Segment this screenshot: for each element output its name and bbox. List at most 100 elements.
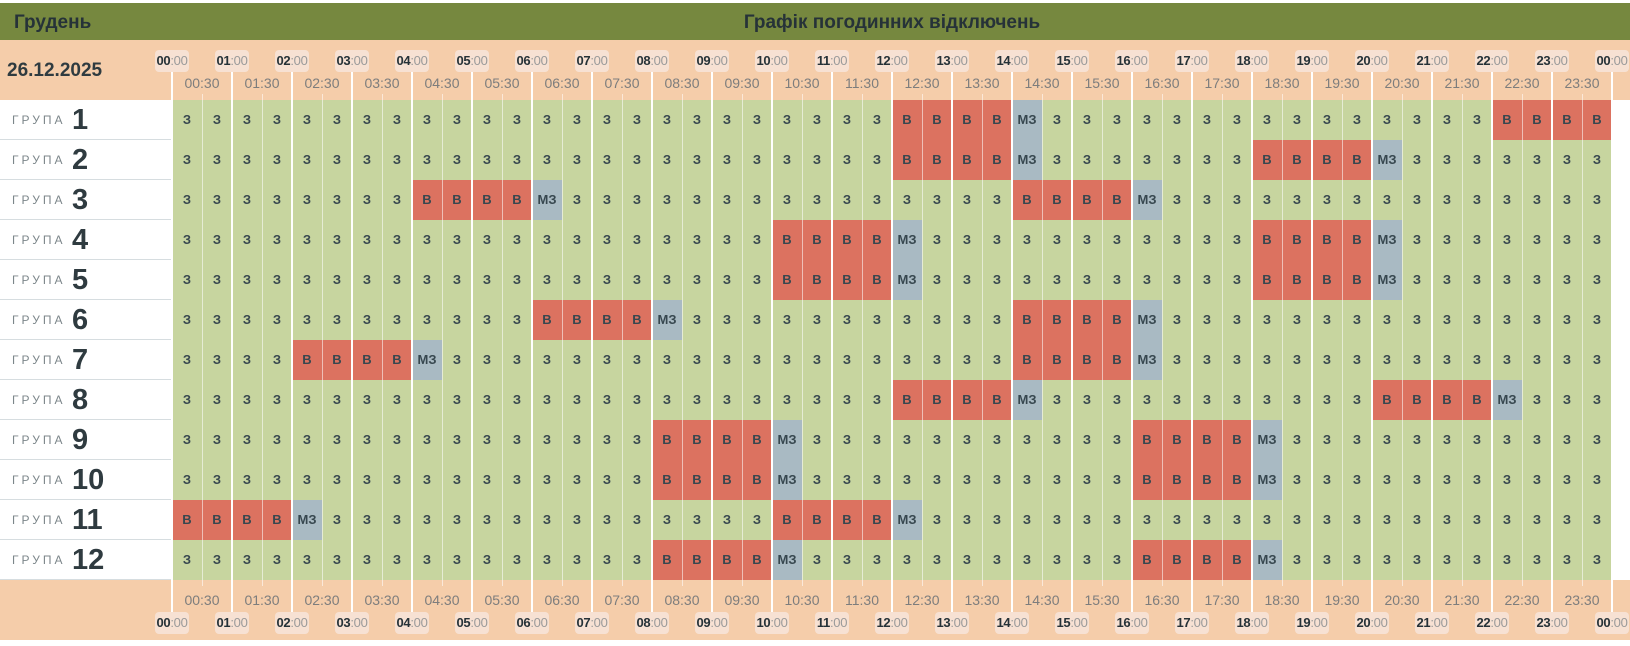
schedule-cell: З: [292, 140, 322, 180]
schedule-cell: З: [1522, 180, 1552, 220]
schedule-cell: З: [352, 100, 382, 140]
schedule-cell: З: [232, 300, 262, 340]
schedule-cell: З: [1492, 340, 1522, 380]
schedule-cell: З: [1282, 500, 1312, 540]
half-hour-label: 04:30: [424, 592, 460, 608]
schedule-cell: В: [1342, 260, 1372, 300]
schedule-cell: З: [472, 260, 502, 300]
schedule-cell: З: [832, 140, 862, 180]
schedule-cell: З: [1492, 140, 1522, 180]
schedule-cell: З: [592, 220, 622, 260]
schedule-cell: МЗ: [1132, 300, 1162, 340]
schedule-cell: З: [1522, 460, 1552, 500]
schedule-cell: В: [652, 460, 682, 500]
schedule-cell: З: [952, 540, 982, 580]
schedule-cell: В: [1222, 540, 1252, 580]
group-row-label: ГРУПА 10: [0, 460, 172, 500]
half-hour-line: [922, 94, 923, 586]
schedule-cell: З: [622, 540, 652, 580]
hour-label: 00:00: [155, 612, 189, 634]
schedule-cell: З: [682, 180, 712, 220]
schedule-cell: З: [232, 540, 262, 580]
schedule-cell: З: [262, 380, 292, 420]
schedule-cell: З: [562, 180, 592, 220]
hour-line: [1551, 70, 1553, 612]
schedule-cell: З: [562, 380, 592, 420]
schedule-cell: В: [1102, 180, 1132, 220]
schedule-cell: З: [1432, 460, 1462, 500]
schedule-cell: З: [502, 420, 532, 460]
schedule-cell: З: [532, 460, 562, 500]
schedule-cell: В: [1132, 540, 1162, 580]
half-hour-label: 18:30: [1264, 592, 1300, 608]
hour-label: 16:00: [1115, 50, 1149, 72]
schedule-cell: З: [412, 220, 442, 260]
schedule-cell: З: [1372, 180, 1402, 220]
hour-line: [1131, 70, 1133, 612]
schedule-cell: З: [1072, 380, 1102, 420]
group-label: ГРУПА: [12, 473, 66, 487]
schedule-cell: З: [1132, 500, 1162, 540]
schedule-cell: З: [682, 220, 712, 260]
schedule-cell: З: [1132, 100, 1162, 140]
hour-label: 22:00: [1475, 50, 1509, 72]
schedule-cell: В: [712, 460, 742, 500]
schedule-cell: З: [1192, 220, 1222, 260]
schedule-cell: В: [1282, 260, 1312, 300]
schedule-cell: З: [862, 140, 892, 180]
schedule-cell: З: [1462, 140, 1492, 180]
schedule-cell: З: [892, 420, 922, 460]
schedule-cell: З: [1372, 340, 1402, 380]
schedule-cell: З: [1072, 540, 1102, 580]
schedule-cell: З: [1042, 420, 1072, 460]
schedule-cell: З: [232, 100, 262, 140]
half-hour-label: 22:30: [1504, 592, 1540, 608]
schedule-cell: В: [652, 540, 682, 580]
schedule-cell: В: [832, 500, 862, 540]
schedule-cell: З: [232, 140, 262, 180]
schedule-cell: В: [1192, 540, 1222, 580]
schedule-cell: З: [352, 220, 382, 260]
schedule-cell: З: [712, 180, 742, 220]
schedule-cell: В: [772, 220, 802, 260]
schedule-cell: З: [172, 100, 202, 140]
group-number: 2: [72, 144, 89, 176]
schedule-cell: З: [1582, 180, 1612, 220]
schedule-cell: В: [1432, 380, 1462, 420]
schedule-cell: З: [1312, 100, 1342, 140]
schedule-cell: З: [562, 140, 592, 180]
schedule-cell: З: [1552, 300, 1582, 340]
schedule-cell: З: [802, 340, 832, 380]
schedule-cell: З: [172, 220, 202, 260]
schedule-cell: В: [1522, 100, 1552, 140]
hour-label: 01:00: [215, 50, 249, 72]
schedule-cell: З: [472, 100, 502, 140]
schedule-cell: З: [442, 300, 472, 340]
half-hour-line: [442, 94, 443, 586]
schedule-cell: В: [1312, 140, 1342, 180]
schedule-cell: З: [952, 260, 982, 300]
schedule-cell: З: [1042, 260, 1072, 300]
half-hour-label: 03:30: [364, 75, 400, 91]
schedule-cell: З: [1492, 420, 1522, 460]
group-number: 12: [72, 544, 105, 576]
schedule-cell: З: [592, 100, 622, 140]
schedule-cell: В: [1222, 420, 1252, 460]
hour-line: [831, 70, 833, 612]
hour-label: 06:00: [515, 612, 549, 634]
schedule-cell: З: [382, 420, 412, 460]
schedule-cell: З: [1162, 100, 1192, 140]
schedule-cell: З: [232, 180, 262, 220]
schedule-cell: З: [532, 220, 562, 260]
schedule-cell: З: [682, 340, 712, 380]
hour-label: 03:00: [335, 612, 369, 634]
half-hour-label: 12:30: [904, 75, 940, 91]
schedule-cell: З: [1132, 260, 1162, 300]
schedule-cell: МЗ: [1252, 460, 1282, 500]
schedule-cell: З: [1492, 300, 1522, 340]
schedule-cell: В: [1072, 340, 1102, 380]
schedule-cell: З: [1522, 500, 1552, 540]
hour-label: 23:00: [1535, 50, 1569, 72]
group-label: ГРУПА: [12, 433, 66, 447]
schedule-cell: З: [622, 100, 652, 140]
